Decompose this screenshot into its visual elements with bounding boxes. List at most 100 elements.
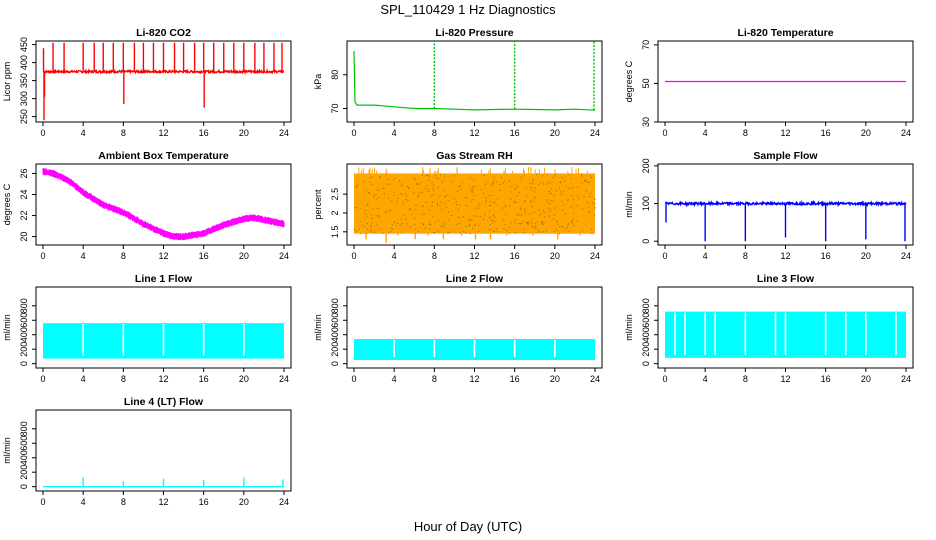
data-point <box>494 216 496 218</box>
panel-title: Line 3 Flow <box>757 273 815 285</box>
panel-title: Li-820 CO2 <box>136 27 191 39</box>
x-tick-label: 8 <box>432 374 437 384</box>
data-point <box>516 201 518 203</box>
data-point <box>433 232 435 234</box>
data-point <box>532 182 534 184</box>
data-point <box>451 181 453 183</box>
data-point <box>577 186 579 188</box>
data-point <box>524 212 526 214</box>
data-point <box>378 216 380 218</box>
data-point <box>570 221 572 223</box>
data-point <box>393 194 395 196</box>
data-point <box>537 231 539 233</box>
data-point <box>447 211 449 213</box>
data-point <box>386 210 388 212</box>
x-tick-label: 16 <box>821 251 831 261</box>
data-point <box>533 191 535 193</box>
data-point <box>582 208 584 210</box>
data-point <box>369 182 371 184</box>
x-tick-label: 20 <box>239 128 249 138</box>
data-point <box>432 194 434 196</box>
data-point <box>378 189 380 191</box>
data-point <box>421 223 423 225</box>
y-tick-label: 400 <box>330 327 340 342</box>
data-point <box>514 222 516 224</box>
data-point <box>399 193 401 195</box>
data-point <box>469 225 471 227</box>
data-point <box>542 224 544 226</box>
data-point <box>372 176 374 178</box>
data-point <box>420 182 422 184</box>
data-point <box>492 219 494 221</box>
x-tick-label: 4 <box>703 128 708 138</box>
data-point <box>383 187 385 189</box>
data-series <box>353 41 596 111</box>
data-point <box>535 197 537 199</box>
data-point <box>542 210 544 212</box>
data-point <box>472 178 474 180</box>
data-point <box>388 232 390 234</box>
data-point <box>366 223 368 225</box>
data-point <box>423 213 425 215</box>
data-point <box>559 182 561 184</box>
y-axis-label: ml/min <box>624 191 634 218</box>
data-point <box>447 200 449 202</box>
data-point <box>376 189 378 191</box>
x-tick-label: 0 <box>351 374 356 384</box>
x-tick-label: 12 <box>469 128 479 138</box>
x-tick-label: 20 <box>239 374 249 384</box>
data-point <box>572 198 574 200</box>
x-tick-label: 16 <box>199 251 209 261</box>
data-point <box>363 226 365 228</box>
data-point <box>541 223 543 225</box>
data-point <box>560 226 562 228</box>
data-point <box>450 214 452 216</box>
data-point <box>360 233 362 235</box>
data-point <box>356 184 358 186</box>
data-point <box>471 190 473 192</box>
x-tick-label: 4 <box>81 497 86 507</box>
panel-title: Sample Flow <box>753 150 818 162</box>
data-point <box>405 198 407 200</box>
data-point <box>483 192 485 194</box>
y-tick-label: 26 <box>19 168 29 178</box>
x-tick-label: 8 <box>121 497 126 507</box>
data-point <box>373 231 375 233</box>
data-point <box>410 208 412 210</box>
data-point <box>439 204 441 206</box>
data-point <box>570 206 572 208</box>
chart-panel: Gas Stream RH percent 1.5 2 2.5 0 4 8 12 16 20 24 <box>313 150 603 261</box>
data-series <box>42 42 285 121</box>
data-point <box>386 183 388 185</box>
data-point <box>539 213 541 215</box>
data-point <box>365 213 367 215</box>
data-point <box>367 203 369 205</box>
data-point <box>568 199 570 201</box>
data-point <box>499 183 501 185</box>
data-point <box>485 201 487 203</box>
y-tick-label: 250 <box>19 109 29 124</box>
x-tick-label: 20 <box>239 251 249 261</box>
data-point <box>474 224 476 226</box>
data-point <box>465 232 467 234</box>
data-point <box>400 185 402 187</box>
data-point <box>366 215 368 217</box>
data-point <box>515 188 517 190</box>
data-point <box>514 232 516 234</box>
data-point <box>444 223 446 225</box>
data-point <box>485 200 487 202</box>
data-gap <box>714 312 717 355</box>
data-point <box>561 194 563 196</box>
data-point <box>443 175 445 177</box>
data-point <box>538 209 540 211</box>
data-point <box>548 202 550 204</box>
data-point <box>387 197 389 199</box>
x-tick-label: 24 <box>279 497 289 507</box>
data-point <box>516 195 518 197</box>
data-point <box>490 205 492 207</box>
data-gap <box>393 340 395 358</box>
panel-title: Li-820 Pressure <box>435 27 513 39</box>
data-point <box>385 174 387 176</box>
data-point <box>458 186 460 188</box>
